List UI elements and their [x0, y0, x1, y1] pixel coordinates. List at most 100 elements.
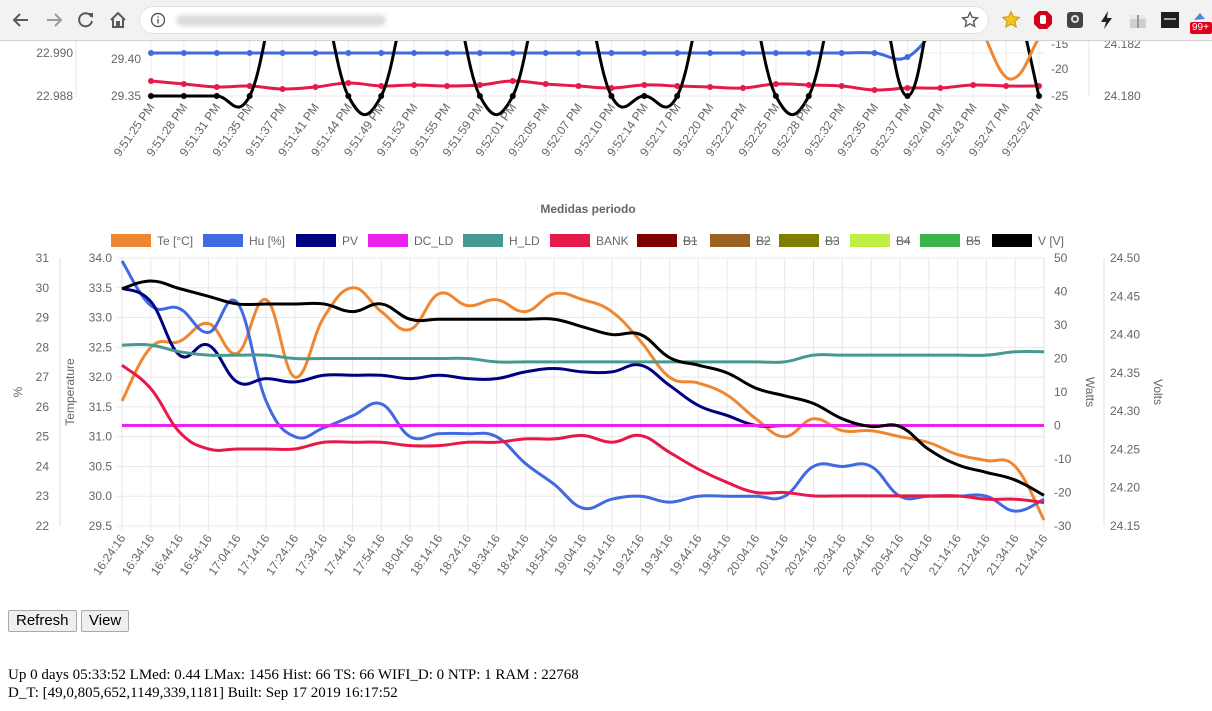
legend-item[interactable]: B5 [920, 234, 981, 248]
legend-swatch [368, 234, 408, 247]
pct-axis-label: % [11, 386, 25, 397]
back-icon[interactable] [9, 8, 33, 32]
watts-tick-label: -20 [1054, 486, 1072, 500]
main-chart: Medidas periodo Te [°C] Hu [%] PV DC_LD H_LD B… [11, 202, 1165, 578]
info-icon[interactable] [150, 12, 166, 33]
top-point-bank [740, 85, 746, 91]
legend-label: Te [°C] [157, 234, 193, 248]
top-point-humidity [740, 50, 746, 56]
series-line-te-c [120, 286, 1046, 521]
legend-label: H_LD [509, 234, 540, 248]
top-point-voltage [674, 93, 681, 99]
temperature-tick-label: 33.0 [89, 311, 113, 325]
bookmark-star-extension-icon[interactable] [1001, 10, 1021, 30]
temperature-tick-label: 30.5 [89, 459, 113, 473]
legend-item[interactable]: PV [296, 234, 358, 248]
top-left1-tick: 22.990 [36, 46, 73, 60]
top-point-bank [509, 78, 516, 84]
top-point-bank [937, 85, 944, 91]
top-point-bank [871, 87, 878, 93]
temperature-tick-label: 32.0 [89, 370, 113, 384]
top-point-humidity [345, 50, 352, 56]
charts-canvas: 22.990 22.988 29.40 29.35 -15 -20 -25 24.182 24.… [11, 41, 1165, 578]
legend-swatch [463, 234, 503, 247]
top-point-humidity [838, 50, 845, 56]
series-line-hu [120, 260, 1045, 513]
top-point-voltage [1036, 93, 1042, 99]
legend-label: DC_LD [414, 234, 454, 248]
legend-item[interactable]: B3 [779, 234, 840, 248]
legend-item[interactable]: H_LD [463, 234, 540, 248]
legend-swatch [920, 234, 960, 247]
top-point-humidity [674, 50, 681, 56]
top-point-bank [148, 78, 154, 84]
legend-item[interactable]: B2 [710, 234, 771, 248]
legend-item[interactable]: Hu [%] [203, 234, 285, 248]
top-point-voltage [641, 93, 648, 99]
top-point-bank [279, 86, 286, 92]
top-point-humidity [871, 50, 878, 56]
top-point-humidity [772, 50, 779, 56]
adblock-icon[interactable] [1033, 10, 1053, 30]
watts-tick-label: -10 [1054, 452, 1072, 466]
volts-tick-label: 24.30 [1110, 404, 1140, 418]
top-point-voltage [378, 93, 385, 99]
lightning-extension-icon[interactable] [1097, 10, 1117, 30]
pct-tick-label: 28 [36, 340, 50, 354]
top-chart: 22.990 22.988 29.40 29.35 -15 -20 -25 24.182 24.… [36, 41, 1141, 159]
legend-item[interactable]: BANK [550, 234, 629, 248]
top-point-bank [542, 81, 549, 87]
top-point-bank [213, 84, 220, 90]
volts-tick-label: 24.25 [1110, 442, 1140, 456]
browser-toolbar: 99+ [0, 0, 1212, 41]
volts-tick-label: 24.50 [1110, 251, 1140, 265]
refresh-button[interactable]: Refresh [8, 610, 77, 632]
legend-swatch [710, 234, 750, 247]
top-point-humidity [411, 50, 418, 56]
legend-item[interactable]: Te [°C] [111, 234, 193, 248]
legend-item[interactable]: DC_LD [368, 234, 454, 248]
top-point-voltage [476, 93, 483, 99]
reload-icon[interactable] [74, 8, 98, 32]
temperature-axis-label: Temperature [63, 358, 77, 426]
legend-swatch [296, 234, 336, 247]
temperature-tick-label: 30.0 [89, 489, 113, 503]
dark-extension-icon[interactable] [1160, 10, 1180, 30]
home-icon[interactable] [106, 8, 130, 32]
top-left1-tick: 22.988 [36, 89, 73, 103]
legend-label: V [V] [1038, 234, 1064, 248]
address-bar[interactable] [139, 6, 989, 34]
gift-extension-icon[interactable] [1128, 10, 1148, 30]
top-point-bank [411, 82, 418, 88]
temperature-tick-label: 29.5 [89, 519, 113, 533]
url-text-redacted [176, 15, 386, 26]
legend-swatch [992, 234, 1032, 247]
top-point-bank [970, 82, 977, 88]
top-series-bank [150, 79, 1040, 92]
top-point-humidity [608, 50, 615, 56]
top-series-temperature [985, 41, 1039, 81]
legend-item[interactable]: B1 [637, 234, 698, 248]
temperature-tick-label: 33.5 [89, 281, 113, 295]
volts-tick-label: 24.40 [1110, 328, 1140, 342]
notification-badge[interactable]: 99+ [1190, 10, 1212, 34]
top-point-humidity [641, 50, 648, 56]
top-point-humidity [180, 50, 187, 56]
temperature-tick-label: 34.0 [89, 251, 113, 265]
top-point-voltage [246, 93, 253, 99]
series-line-v-v [121, 279, 1045, 497]
pct-tick-label: 30 [36, 281, 50, 295]
top-left2-tick: 29.35 [111, 89, 141, 103]
camera-extension-icon[interactable] [1065, 10, 1085, 30]
top-point-humidity [312, 50, 319, 56]
legend-item[interactable]: B4 [850, 234, 911, 248]
legend-item[interactable]: V [V] [992, 234, 1064, 248]
top-point-bank [838, 83, 845, 89]
pct-tick-label: 23 [36, 489, 50, 503]
view-button[interactable]: View [81, 610, 130, 632]
star-icon[interactable] [960, 10, 980, 34]
forward-icon[interactable] [42, 8, 66, 32]
legend-label: BANK [596, 234, 629, 248]
watts-tick-label: 50 [1054, 251, 1068, 265]
top-point-bank [1003, 83, 1010, 89]
